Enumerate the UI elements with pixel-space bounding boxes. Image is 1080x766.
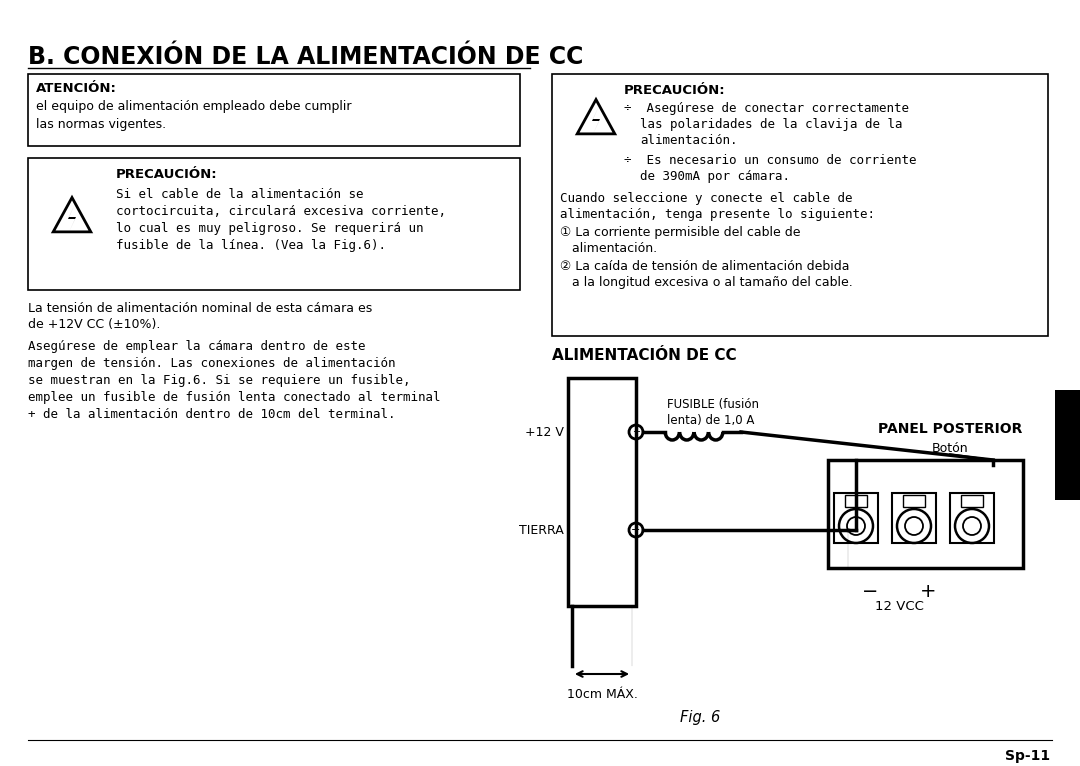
- Text: las polaridades de la clavija de la: las polaridades de la clavija de la: [640, 118, 903, 131]
- Text: TIERRA: TIERRA: [519, 523, 564, 536]
- Text: fusible de la línea. (Vea la Fig.6).: fusible de la línea. (Vea la Fig.6).: [116, 239, 386, 252]
- Text: Asegúrese de emplear la cámara dentro de este: Asegúrese de emplear la cámara dentro de…: [28, 340, 365, 353]
- Polygon shape: [592, 106, 600, 134]
- Text: alimentación.: alimentación.: [640, 134, 738, 147]
- Text: Fig. 6: Fig. 6: [680, 710, 720, 725]
- Text: ÷  Asegúrese de conectar correctamente: ÷ Asegúrese de conectar correctamente: [624, 102, 909, 115]
- Text: cortocircuita, circulará excesiva corriente,: cortocircuita, circulará excesiva corrie…: [116, 205, 446, 218]
- Text: La tensión de alimentación nominal de esta cámara es: La tensión de alimentación nominal de es…: [28, 302, 373, 315]
- Polygon shape: [577, 100, 615, 134]
- Text: +12 V: +12 V: [525, 425, 564, 438]
- Text: lo cual es muy peligroso. Se requerirá un: lo cual es muy peligroso. Se requerirá u…: [116, 222, 423, 235]
- Text: PRECAUCIÓN:: PRECAUCIÓN:: [116, 168, 218, 181]
- Text: + de la alimentación dentro de 10cm del terminal.: + de la alimentación dentro de 10cm del …: [28, 408, 395, 421]
- Bar: [28, 158, 519, 290]
- Text: PANEL POSTERIOR: PANEL POSTERIOR: [878, 422, 1022, 436]
- Text: margen de tensión. Las conexiones de alimentación: margen de tensión. Las conexiones de ali…: [28, 357, 395, 370]
- Text: Sp-11: Sp-11: [1004, 749, 1050, 763]
- Text: 10cm MÁX.: 10cm MÁX.: [567, 688, 637, 701]
- Text: de +12V CC (±10%).: de +12V CC (±10%).: [28, 318, 160, 331]
- Text: +: +: [920, 582, 936, 601]
- Text: Si el cable de la alimentación se: Si el cable de la alimentación se: [116, 188, 364, 201]
- Text: 12 VCC: 12 VCC: [875, 600, 923, 613]
- Text: −: −: [862, 582, 878, 601]
- Text: B. CONEXIÓN DE LA ALIMENTACIÓN DE CC: B. CONEXIÓN DE LA ALIMENTACIÓN DE CC: [28, 45, 583, 69]
- Bar: [845, 495, 867, 507]
- Text: +: +: [632, 427, 640, 437]
- Bar: [828, 460, 1023, 568]
- Bar: [568, 378, 636, 606]
- Text: PRECAUCIÓN:: PRECAUCIÓN:: [624, 84, 726, 97]
- Text: el equipo de alimentación empleado debe cumplir
las normas vigentes.: el equipo de alimentación empleado debe …: [36, 100, 351, 131]
- Bar: [903, 495, 924, 507]
- Bar: [552, 74, 1048, 336]
- Polygon shape: [68, 204, 76, 232]
- Text: Botón: Botón: [932, 442, 969, 455]
- Text: se muestran en la Fig.6. Si se requiere un fusible,: se muestran en la Fig.6. Si se requiere …: [28, 374, 410, 387]
- Bar: [892, 493, 936, 543]
- Bar: [28, 74, 519, 146]
- Text: de 390mA por cámara.: de 390mA por cámara.: [640, 170, 789, 183]
- Bar: [950, 493, 994, 543]
- Text: −: −: [632, 525, 640, 535]
- Polygon shape: [53, 198, 91, 232]
- Text: ② La caída de tensión de alimentación debida: ② La caída de tensión de alimentación de…: [561, 260, 850, 273]
- Bar: [961, 495, 983, 507]
- Text: FUSIBLE (fusión: FUSIBLE (fusión: [667, 398, 759, 411]
- Bar: [1055, 390, 1080, 500]
- Text: ATENCIÓN:: ATENCIÓN:: [36, 82, 117, 95]
- Text: emplee un fusible de fusión lenta conectado al terminal: emplee un fusible de fusión lenta conect…: [28, 391, 441, 404]
- Text: a la longitud excesiva o al tamaño del cable.: a la longitud excesiva o al tamaño del c…: [561, 276, 853, 289]
- Text: Cuando seleccione y conecte el cable de: Cuando seleccione y conecte el cable de: [561, 192, 852, 205]
- Text: ÷  Es necesario un consumo de corriente: ÷ Es necesario un consumo de corriente: [624, 154, 917, 167]
- Text: ALIMENTACIÓN DE CC: ALIMENTACIÓN DE CC: [552, 348, 737, 363]
- Text: lenta) de 1,0 A: lenta) de 1,0 A: [667, 414, 754, 427]
- Bar: [834, 493, 878, 543]
- Text: ① La corriente permisible del cable de: ① La corriente permisible del cable de: [561, 226, 800, 239]
- Text: alimentación.: alimentación.: [561, 242, 657, 255]
- Text: alimentación, tenga presente lo siguiente:: alimentación, tenga presente lo siguient…: [561, 208, 875, 221]
